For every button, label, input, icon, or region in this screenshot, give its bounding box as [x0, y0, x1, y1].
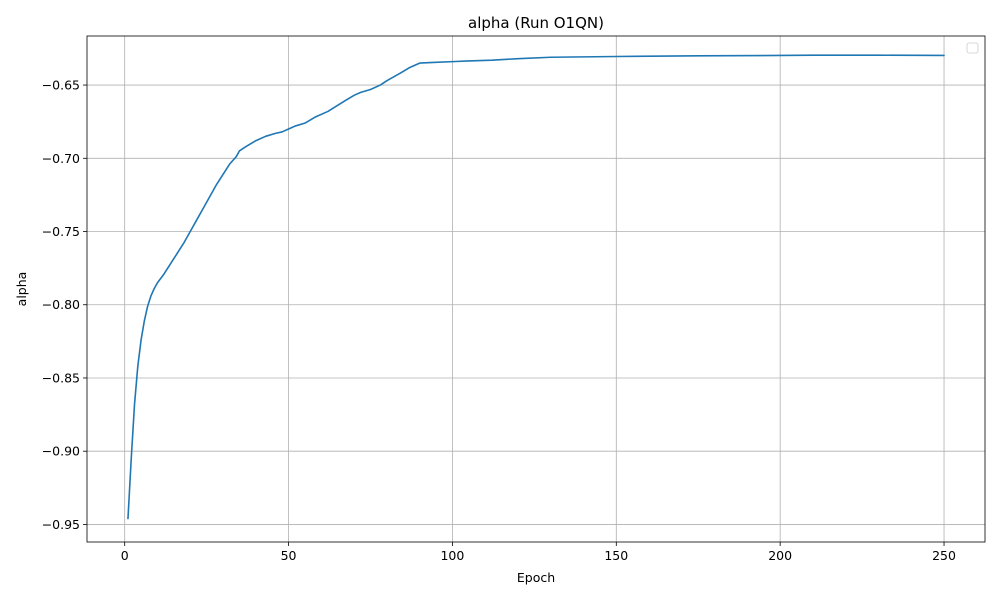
plot-area-frame	[86, 35, 986, 543]
y-tick-label: −0.85	[42, 370, 80, 385]
grid	[87, 36, 985, 542]
y-axis-label: alpha	[14, 272, 29, 307]
y-tick-label: −0.70	[42, 151, 80, 166]
y-tick-label: −0.90	[42, 444, 80, 459]
legend-box	[966, 42, 979, 54]
series-layer	[127, 54, 945, 520]
axis-ticks: 0 50 100 150 200 250 −0.95 −0.90 −0.85 −0.80 −0.75…	[42, 78, 956, 563]
x-tick-label: 250	[932, 548, 956, 563]
series-line	[127, 54, 945, 520]
y-tick-label: −0.95	[42, 517, 80, 532]
x-axis-label: Epoch	[517, 570, 555, 585]
y-tick-label: −0.80	[42, 297, 80, 312]
x-tick-label: 200	[768, 548, 792, 563]
x-tick-label: 0	[121, 548, 129, 563]
x-tick-label: 50	[281, 548, 297, 563]
chart-title: alpha (Run O1QN)	[468, 14, 604, 32]
x-tick-label: 100	[440, 548, 464, 563]
y-tick-label: −0.75	[42, 224, 80, 239]
x-tick-label: 150	[604, 548, 628, 563]
y-tick-label: −0.65	[42, 78, 80, 93]
